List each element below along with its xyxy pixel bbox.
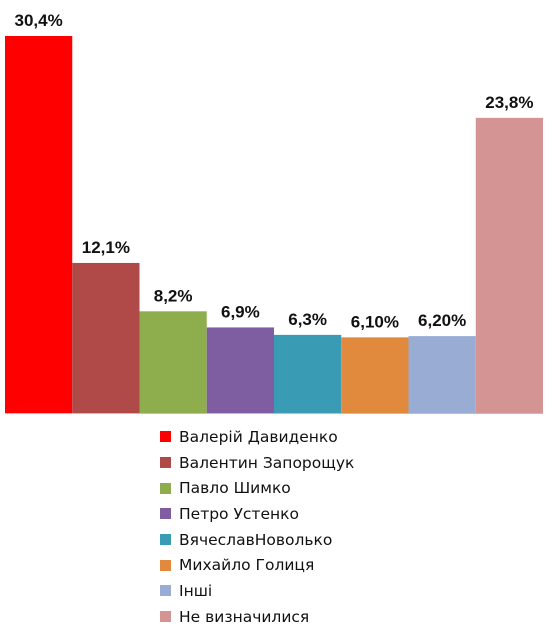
- legend-swatch: [160, 482, 171, 494]
- legend-item: Михайло Голиця: [160, 552, 354, 578]
- value-label-4: 6,9%: [221, 302, 260, 321]
- value-label-3: 8,2%: [154, 286, 193, 305]
- legend: Валерій Давиденко Валентин Запорощук Павло…: [160, 424, 354, 630]
- legend-label: Михайло Голиця: [179, 556, 315, 575]
- bar-chart: 30,4% 12,1% 8,2% 6,9% 6,3% 6,10% 6,20% 23,8%: [5, 11, 543, 414]
- value-labels-group: 30,4% 12,1% 8,2% 6,9% 6,3% 6,10% 6,20% 23,8%: [15, 11, 534, 331]
- bar-6: [341, 337, 409, 413]
- bar-2: [72, 262, 140, 413]
- legend-label: Інші: [179, 581, 213, 600]
- bars-group: [5, 36, 543, 413]
- legend-item: Валерій Давиденко: [160, 424, 354, 450]
- legend-label: Валентин Запорощук: [179, 453, 355, 472]
- legend-item: Інші: [160, 578, 354, 604]
- legend-swatch: [160, 585, 171, 597]
- value-label-8: 23,8%: [485, 93, 533, 112]
- legend-item: Не визначилися: [160, 604, 354, 630]
- legend-item: Петро Устенко: [160, 501, 354, 527]
- legend-label: ВячеславНоволько: [179, 530, 333, 549]
- legend-item: Павло Шимко: [160, 475, 354, 501]
- bar-1: [5, 36, 73, 413]
- bar-5: [274, 334, 342, 413]
- legend-swatch: [160, 508, 171, 520]
- legend-item: Валентин Запорощук: [160, 450, 354, 476]
- legend-label: Петро Устенко: [179, 504, 299, 523]
- legend-label: Валерій Давиденко: [179, 427, 338, 446]
- legend-swatch: [160, 431, 171, 443]
- legend-label: Павло Шимко: [179, 479, 291, 498]
- value-label-2: 12,1%: [82, 238, 130, 257]
- value-label-1: 30,4%: [15, 11, 63, 30]
- bar-3: [139, 311, 207, 413]
- bar-8: [475, 117, 543, 413]
- value-label-6: 6,10%: [351, 312, 399, 331]
- value-label-7: 6,20%: [418, 311, 466, 330]
- bar-7: [408, 336, 476, 413]
- legend-item: ВячеславНоволько: [160, 527, 354, 553]
- legend-swatch: [160, 457, 171, 469]
- bar-4: [206, 327, 274, 413]
- value-label-5: 6,3%: [288, 310, 327, 329]
- legend-swatch: [160, 534, 171, 546]
- legend-swatch: [160, 611, 171, 623]
- legend-swatch: [160, 559, 171, 571]
- legend-label: Не визначилися: [179, 607, 310, 626]
